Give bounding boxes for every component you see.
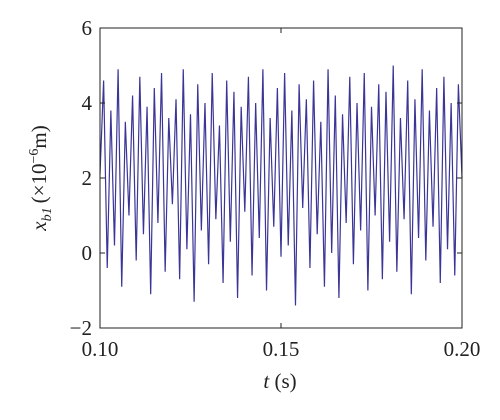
y-label-symbol: x (27, 221, 51, 232)
x-label-symbol: t (263, 369, 270, 393)
x-tick-label: 0.15 (263, 337, 300, 361)
y-tick-label: 6 (82, 16, 93, 40)
y-tick-label: 4 (82, 91, 93, 115)
x-tick-label: 0.20 (444, 337, 481, 361)
y-tick-label: 2 (82, 166, 93, 190)
y-label-subscript: b1 (40, 207, 55, 221)
y-tick-label: 0 (82, 241, 93, 265)
data-line (99, 65, 463, 306)
x-tick-label: 0.10 (82, 337, 119, 361)
y-tick-label: −2 (70, 316, 92, 340)
y-label-exponent: −6 (27, 149, 42, 164)
x-axis-label: t (s) (263, 369, 296, 393)
y-label-unit: (×10 (27, 164, 51, 204)
x-label-unit: (s) (274, 369, 296, 393)
y-label-unit-end: m) (27, 125, 51, 148)
plot-frame (99, 27, 463, 329)
y-axis-label: xb1 (×10−6m) (27, 125, 55, 231)
